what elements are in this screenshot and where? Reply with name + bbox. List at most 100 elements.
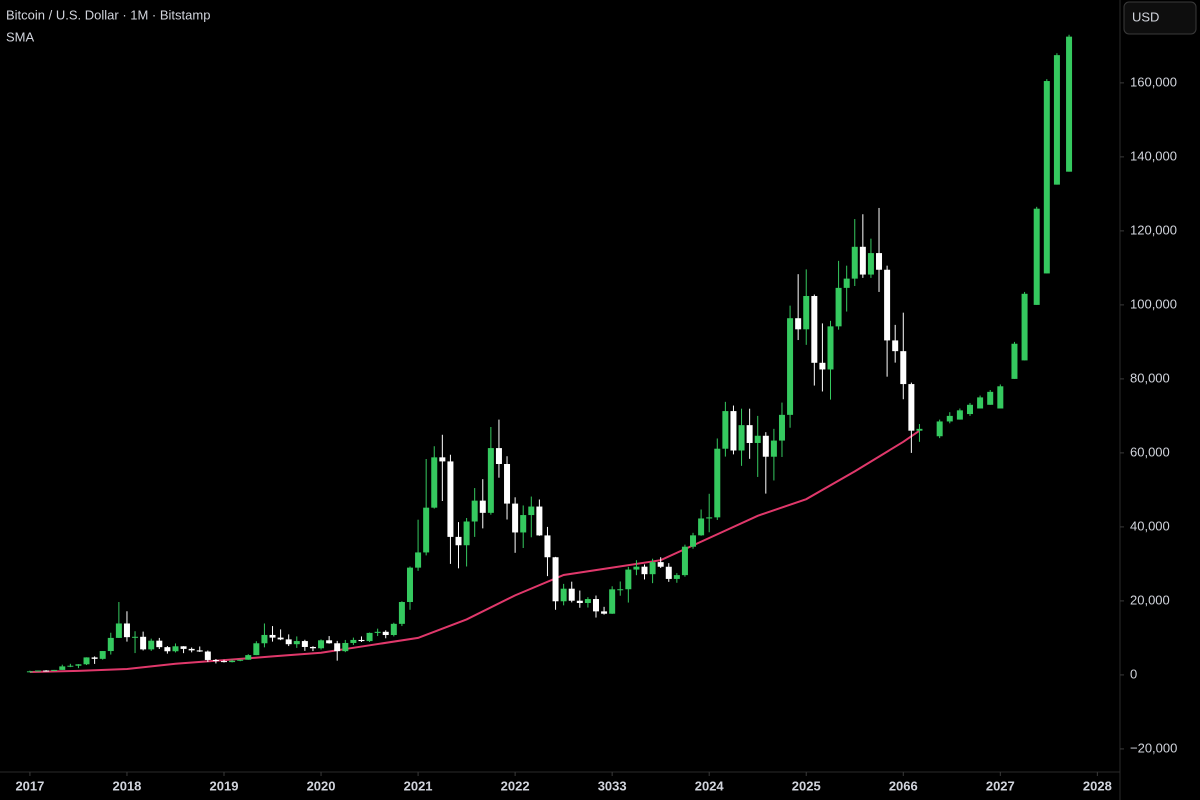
x-tick-label: 3033 [598,778,627,793]
candle-body [908,384,915,431]
candle-body [876,253,883,270]
candle-body [269,634,276,638]
candle-body [770,440,777,457]
candle-body [795,318,802,330]
candle-body [936,421,943,437]
candle-body [26,671,33,673]
candle-body [803,296,810,330]
currency-label[interactable]: USD [1132,9,1159,24]
candle-body [172,646,179,652]
candle-body [714,448,721,518]
candle-body [43,670,50,672]
y-tick-label: 140,000 [1130,148,1177,163]
y-tick-label: 60,000 [1130,444,1170,459]
candle-body [1053,55,1060,185]
candle-body [762,435,769,457]
currency-button[interactable]: USD [1123,1,1197,35]
sma-line [29,429,921,673]
candle-body [811,296,818,363]
candle-body [67,665,74,667]
candle-body [601,611,608,614]
candle-body [245,655,252,660]
candle-body [617,589,624,591]
candle-body [107,637,114,652]
candle-body [722,411,729,449]
candle-body [366,632,373,642]
candle-body [544,535,551,558]
candle-body [398,602,405,624]
x-tick-label: 2025 [792,778,821,793]
candle-body [342,642,349,652]
x-tick-label: 2022 [501,778,530,793]
candle-body [946,415,953,422]
currency-button-box[interactable] [1123,1,1197,35]
candle-body [156,640,163,648]
candle-body [350,639,357,643]
candle-body [528,506,535,516]
x-tick-label: 2019 [210,778,239,793]
candle-body [439,457,446,462]
candle-body [633,566,640,570]
candle-body [778,414,785,441]
candle-body [237,659,244,661]
candle-body [123,623,130,638]
y-tick-label: 120,000 [1130,222,1177,237]
candle-body [277,637,284,640]
candle-body [51,669,58,671]
candle-body [495,448,502,464]
candle-body [787,318,794,415]
candle-body [673,575,680,579]
candle-body [148,640,155,650]
candle-body [91,657,98,659]
x-tick-label: 2027 [986,778,1015,793]
candle-body [966,404,973,415]
candle-body [479,500,486,513]
candle-body [641,566,648,575]
candle-body [318,640,325,649]
candle-body [520,515,527,533]
candle-body [423,507,430,553]
x-tick-label: 2017 [15,778,44,793]
candle-body [867,253,874,275]
candle-body [301,641,308,647]
candle-body [75,664,82,666]
y-tick-label: 100,000 [1130,296,1177,311]
candle-body [987,391,994,405]
candle-body [625,569,632,590]
candle-body [471,500,478,522]
y-tick-label: 20,000 [1130,592,1170,607]
candle-body [374,631,381,633]
candle-body [576,600,583,604]
candle-body [115,623,122,638]
candle-body [261,634,268,644]
candle-body [730,411,737,451]
candle-body [1033,208,1040,305]
candle-body [835,287,842,327]
y-tick-label: 80,000 [1130,370,1170,385]
candle-body [560,588,567,602]
candle-body [504,463,511,504]
candle-body [212,659,219,662]
candle-body [1011,343,1018,379]
x-tick-label: 2024 [695,778,725,793]
candle-body [285,639,292,645]
candle-body [584,599,591,604]
candle-body [334,643,341,652]
candle-body [512,503,519,533]
candle-body [916,428,923,431]
x-tick-label: 2020 [307,778,336,793]
candle-body [221,661,227,663]
candle-body [431,457,438,508]
y-tick-label: 40,000 [1130,518,1170,533]
candle-body [552,557,559,602]
candle-body [99,651,106,659]
candle-body [892,340,899,352]
candle-body [447,461,454,537]
candle-body [649,562,656,575]
candle-body [592,599,599,612]
x-tick-label: 2018 [112,778,141,793]
candle-body [827,326,834,370]
candle-body [140,636,147,650]
candle-body [609,589,616,614]
plot-area: 2017 2018 2019 2020 2021 2022 3033 2024 2025 2066… [15,34,1112,793]
